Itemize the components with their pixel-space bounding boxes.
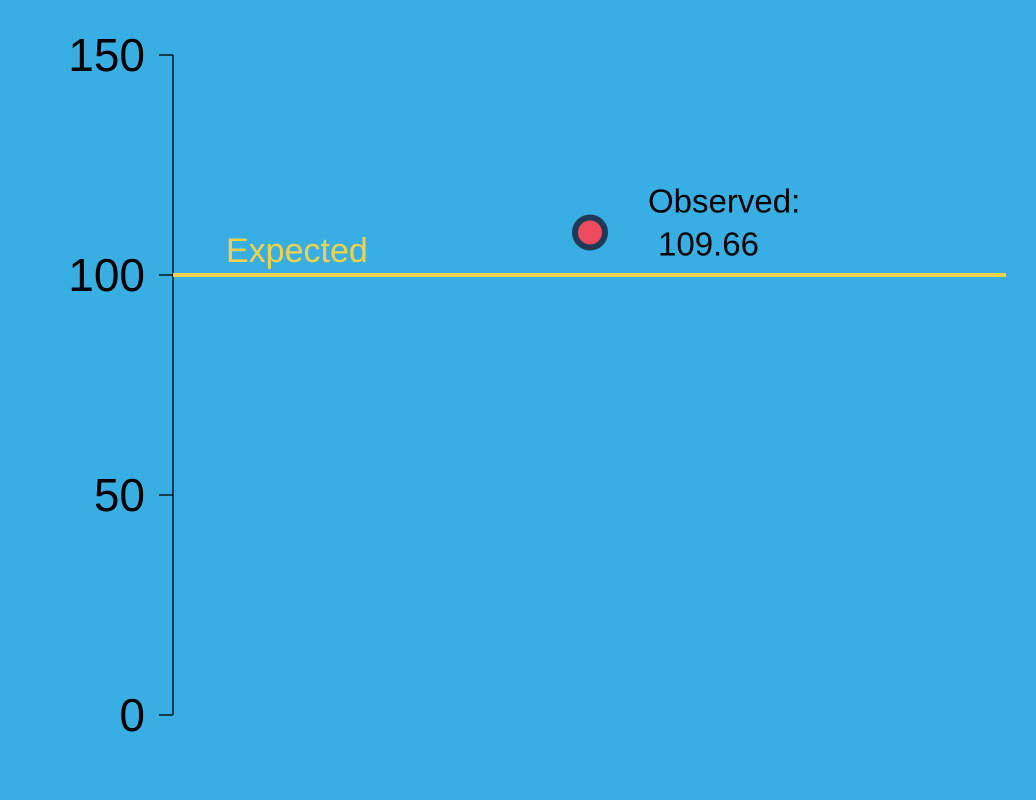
y-tick-label: 0 [119, 689, 145, 741]
data-point-label-line2: 109.66 [658, 225, 759, 262]
reference-layer: Expected [173, 232, 1006, 277]
y-axis: 0 50 100 150 [68, 29, 174, 741]
y-tick-label: 100 [68, 249, 145, 301]
data-point-label-line1: Observed: [648, 182, 800, 219]
data-point [572, 214, 608, 251]
y-tick-label: 50 [94, 469, 145, 521]
points-layer: Observed: 109.66 [572, 182, 800, 262]
y-tick-label: 150 [68, 29, 145, 81]
reference-line-label: Expected [226, 232, 368, 270]
